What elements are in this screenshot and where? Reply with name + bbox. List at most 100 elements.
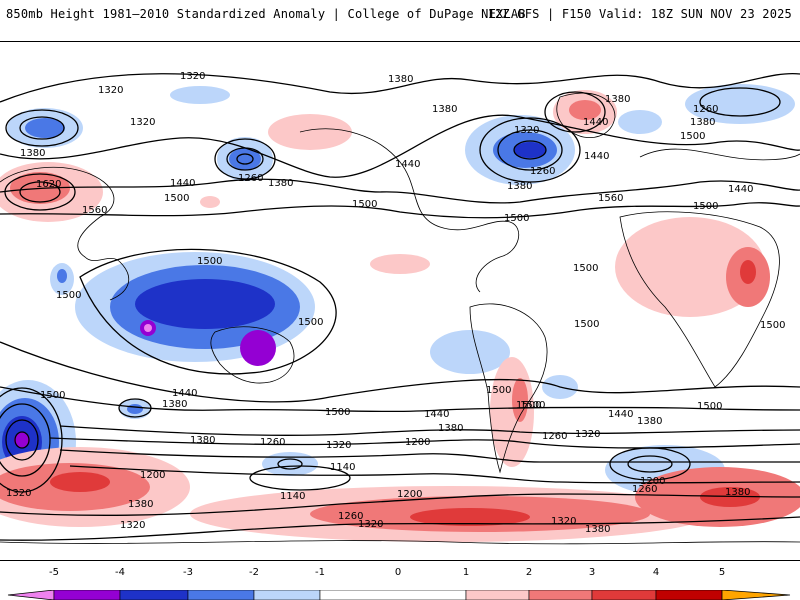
anomaly-fill <box>569 100 601 120</box>
colorbar-segment <box>591 590 657 600</box>
anomaly-fill <box>370 254 430 274</box>
contour-label: 1440 <box>728 184 753 195</box>
contour-label: 1500 <box>504 213 529 224</box>
anomaly-fill <box>127 404 143 414</box>
contour-label: 1380 <box>432 104 457 115</box>
contour-label: 1320 <box>551 516 576 527</box>
land-outlines <box>0 92 800 545</box>
contour-label: 1320 <box>358 519 383 530</box>
contour-label: 1260 <box>238 173 263 184</box>
legend-tick-label: 4 <box>652 567 660 578</box>
legend-tick-label: -5 <box>49 567 59 578</box>
contour-label: 1380 <box>605 94 630 105</box>
anomaly-fill <box>268 114 352 150</box>
australia-coast <box>210 326 295 384</box>
legend-tick-label: -1 <box>315 567 325 578</box>
map-panel[interactable]: 1320 1380 1320 1320 1380 1620 1560 1260 … <box>0 41 800 561</box>
anomaly-fill <box>25 118 65 138</box>
anomaly-fill <box>740 260 756 284</box>
colorbar-arrow-left <box>7 590 55 600</box>
anomaly-fill <box>229 148 261 170</box>
colorbar-segment <box>465 590 530 600</box>
contour-label: 1440 <box>395 159 420 170</box>
anomaly-shading <box>0 84 800 542</box>
contour-label: 1200 <box>405 437 430 448</box>
legend-tick-label: 3 <box>588 567 596 578</box>
legend-tick-label: 1 <box>462 567 470 578</box>
contour-label: 1500 <box>680 131 705 142</box>
header: 850mb Height 1981–2010 Standardized Anom… <box>0 0 800 34</box>
contour-label: 1200 <box>140 470 165 481</box>
contour-label: 1440 <box>583 117 608 128</box>
europe-coast <box>639 148 800 161</box>
contour-label: 1440 <box>608 409 633 420</box>
contour-label: 1260 <box>693 104 718 115</box>
contour-label: 1380 <box>438 423 463 434</box>
contour-label: 1320 <box>514 125 539 136</box>
colorbar-segment <box>119 590 189 600</box>
legend-tick-label: 5 <box>718 567 726 578</box>
contour-label: 1500 <box>56 290 81 301</box>
anomaly-fill <box>50 472 110 492</box>
legend-tick-label: -3 <box>183 567 193 578</box>
contour-label: 1500 <box>693 201 718 212</box>
contour-label: 1500 <box>298 317 323 328</box>
contour-label: 1620 <box>36 179 61 190</box>
contour-label: 1500 <box>164 193 189 204</box>
anomaly-fill <box>135 279 275 329</box>
contour-label: 1380 <box>637 416 662 427</box>
south-america-coast <box>469 303 548 474</box>
contour-label: 1260 <box>542 431 567 442</box>
contour-label: 1380 <box>388 74 413 85</box>
contour-label: 1380 <box>507 181 532 192</box>
contour-label: 1260 <box>260 437 285 448</box>
contour-label-layer: 1320 1380 1320 1320 1380 1620 1560 1260 … <box>6 71 785 535</box>
contour-label: 1500 <box>760 320 785 331</box>
contour-label: 1500 <box>486 385 511 396</box>
anomaly-fill <box>618 110 662 134</box>
contour-label: 1320 <box>6 488 31 499</box>
contour-label: 1500 <box>697 401 722 412</box>
legend-tick-label: 0 <box>394 567 402 578</box>
colorbar-segment <box>187 590 255 600</box>
colorbar-segment <box>53 590 121 600</box>
height-contours <box>0 72 800 541</box>
contour-label: 1500 <box>520 400 545 411</box>
contour-label: 1320 <box>98 85 123 96</box>
map-title: 850mb Height 1981–2010 Standardized Anom… <box>6 7 526 21</box>
contour-label: 1260 <box>338 511 363 522</box>
contour-label: 1320 <box>120 520 145 531</box>
asia-coast <box>0 166 130 301</box>
contour-label: 1440 <box>584 151 609 162</box>
contour-label: 1560 <box>598 193 623 204</box>
legend-tick-label: -2 <box>249 567 259 578</box>
contour-label: 1380 <box>268 178 293 189</box>
contour-label: 1380 <box>690 117 715 128</box>
anomaly-fill <box>240 330 276 366</box>
contour-label: 1380 <box>725 487 750 498</box>
anomaly-fill <box>262 452 318 476</box>
colorbar-segment <box>655 590 723 600</box>
contour-label: 1440 <box>172 388 197 399</box>
greenland-coast <box>556 92 616 138</box>
anomaly-fill <box>170 86 230 104</box>
contour-label: 1500 <box>325 407 350 418</box>
anomaly-fill <box>490 357 534 467</box>
anomaly-fill <box>685 84 795 124</box>
contour-label: 1380 <box>585 524 610 535</box>
anomaly-fill <box>615 217 765 317</box>
contour-label: 1500 <box>574 319 599 330</box>
model-run-info: 12Z GFS | F150 Valid: 18Z SUN NOV 23 202… <box>487 7 792 21</box>
contour-label: 1320 <box>130 117 155 128</box>
colorbar-segment <box>528 590 593 600</box>
contour-label: 1320 <box>575 429 600 440</box>
contour-label: 1500 <box>40 390 65 401</box>
contour-label: 1380 <box>190 435 215 446</box>
contour-label: 1140 <box>280 491 305 502</box>
antarctica-coast <box>0 540 800 545</box>
contour-label: 1500 <box>573 263 598 274</box>
anomaly-fill <box>512 378 528 422</box>
anomaly-fill <box>410 508 530 526</box>
contour-label: 1200 <box>397 489 422 500</box>
anomaly-fill <box>144 324 152 332</box>
